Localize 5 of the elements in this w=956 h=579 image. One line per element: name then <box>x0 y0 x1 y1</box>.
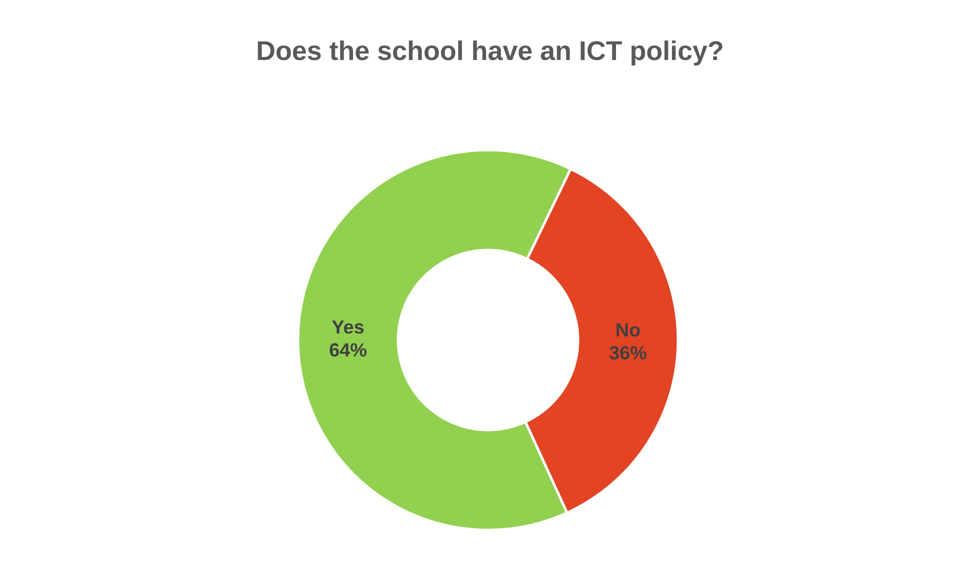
data-label: 36% <box>609 346 646 360</box>
chart-title: Does the school have an ICT policy? <box>258 40 722 66</box>
slice-label: No <box>616 323 640 337</box>
slice-label: Yes <box>332 320 364 334</box>
data-label: 64% <box>330 343 366 357</box>
